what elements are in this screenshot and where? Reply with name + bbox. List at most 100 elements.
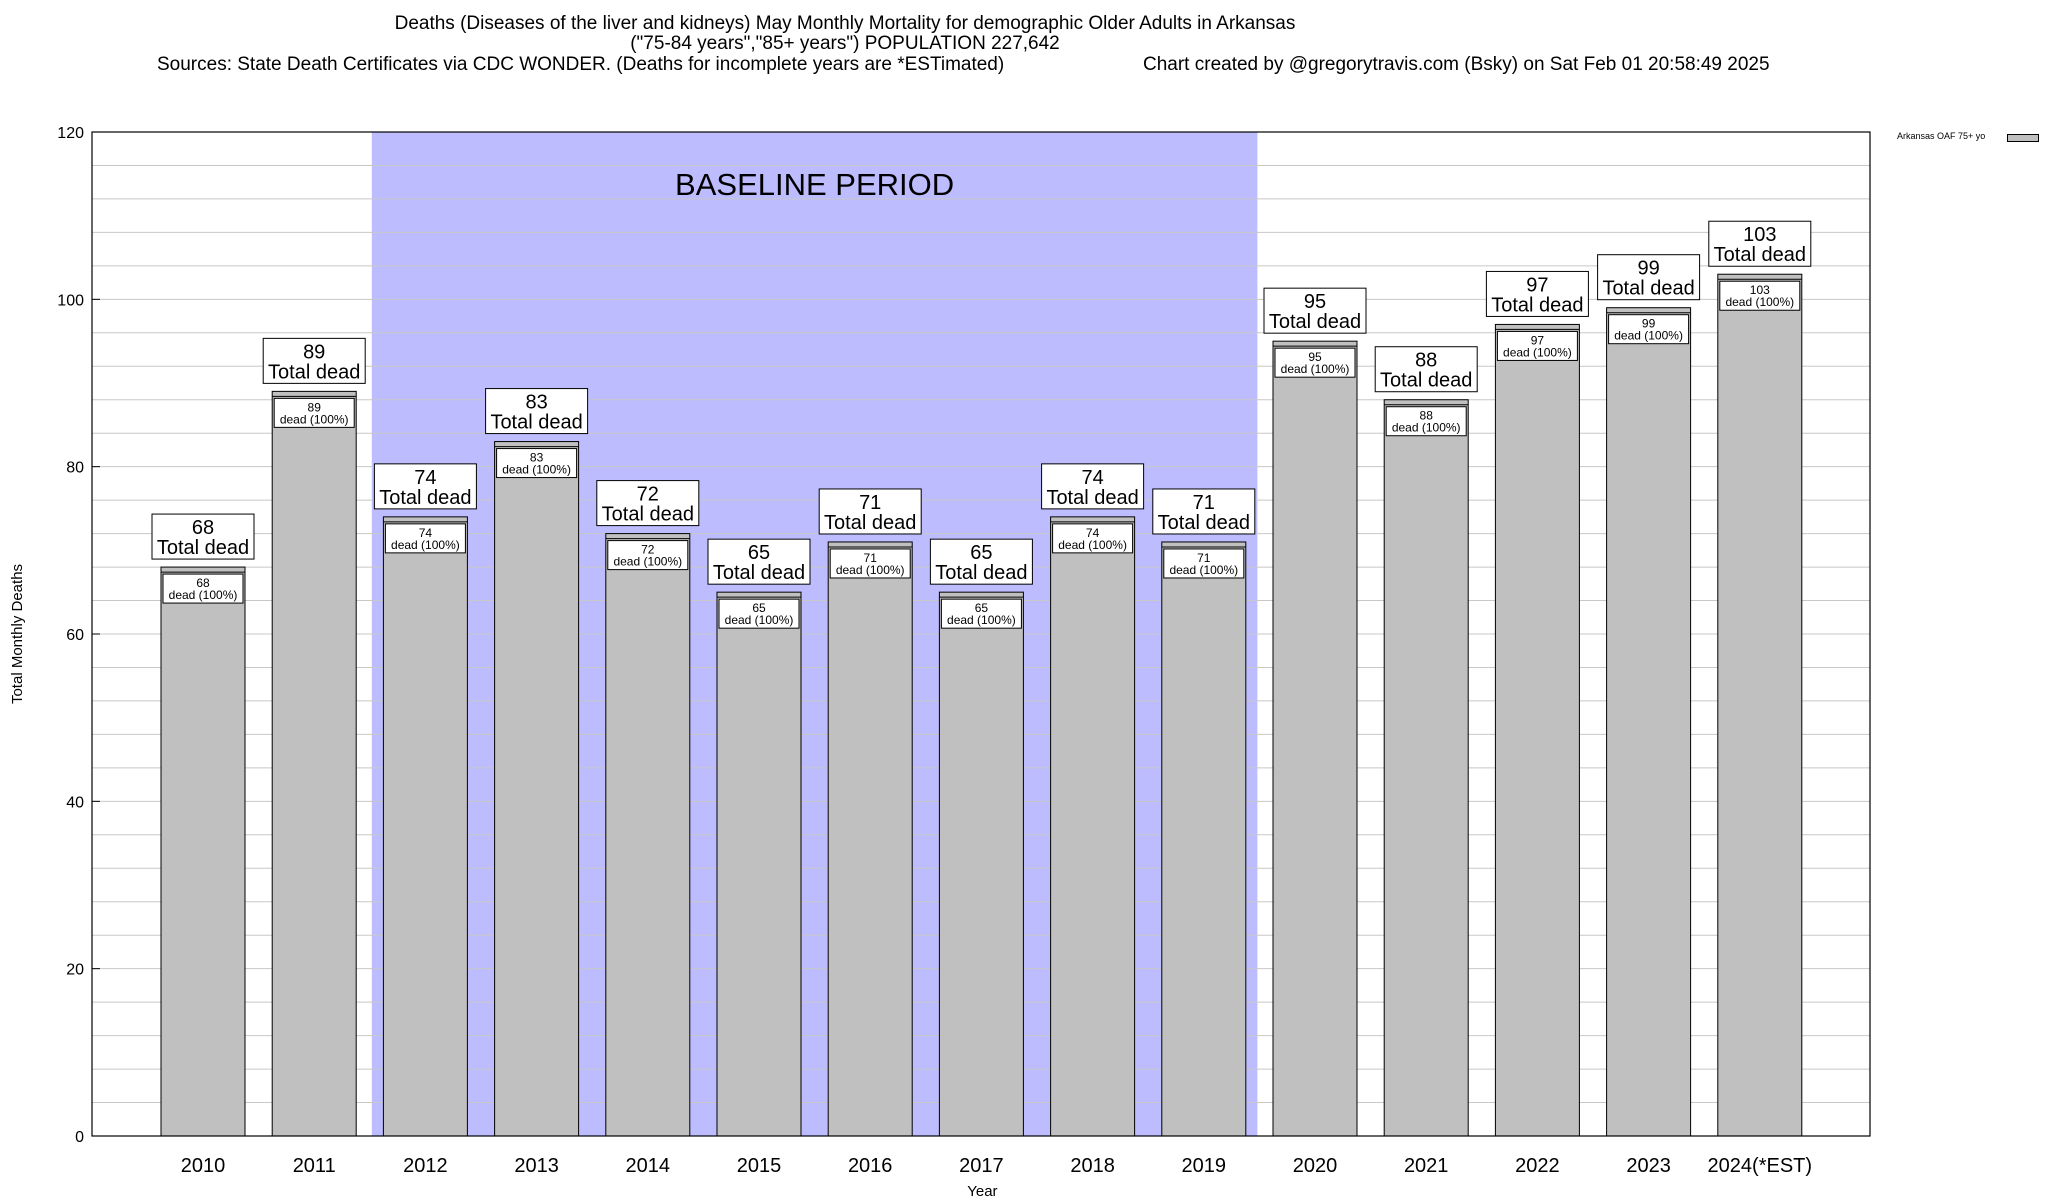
top-label-value: 97 xyxy=(1526,274,1548,296)
top-label-value: 74 xyxy=(1081,467,1103,489)
inner-label-box xyxy=(1719,280,1801,311)
inner-label-box xyxy=(829,548,911,579)
y-tick-label: 0 xyxy=(75,1129,84,1146)
bar xyxy=(1161,541,1247,1137)
top-label-box xyxy=(1041,463,1145,510)
x-tick-label: 2015 xyxy=(737,1155,782,1177)
bar xyxy=(271,390,357,1137)
top-label-text: Total dead xyxy=(1380,370,1472,392)
inner-label-value: 103 xyxy=(1750,283,1770,297)
baseline-label: BASELINE PERIOD xyxy=(675,167,954,202)
x-tick-label: 2012 xyxy=(403,1155,448,1177)
y-tick-label: 20 xyxy=(66,962,84,979)
inner-label-value: 71 xyxy=(864,551,878,565)
chart-subtitle: ("75-84 years","85+ years") POPULATION 2… xyxy=(630,33,1060,54)
x-tick-label: 2014 xyxy=(626,1155,671,1177)
inner-label-box xyxy=(162,573,244,604)
top-label-value: 71 xyxy=(1193,492,1215,514)
inner-label-text: dead (100%) xyxy=(1281,362,1350,376)
chart-source: Sources: State Death Certificates via CD… xyxy=(157,54,1005,75)
inner-label-box xyxy=(718,598,800,629)
inner-label-value: 65 xyxy=(975,601,989,615)
inner-label-text: dead (100%) xyxy=(1169,563,1238,577)
top-label-text: Total dead xyxy=(1158,512,1250,534)
inner-label-value: 97 xyxy=(1531,333,1545,347)
top-label-value: 65 xyxy=(748,542,770,564)
inner-label-text: dead (100%) xyxy=(836,563,905,577)
top-label-text: Total dead xyxy=(713,562,805,584)
y-tick-label: 120 xyxy=(57,125,84,142)
inner-label-value: 71 xyxy=(1197,551,1211,565)
inner-label-value: 83 xyxy=(530,451,544,465)
bar xyxy=(716,591,802,1137)
x-tick-label: 2016 xyxy=(848,1155,893,1177)
bar xyxy=(160,566,246,1137)
top-label-box xyxy=(1597,254,1701,301)
top-label-text: Total dead xyxy=(1491,294,1583,316)
x-tick-label: 2019 xyxy=(1182,1155,1227,1177)
inner-label-value: 89 xyxy=(308,400,322,414)
inner-label-value: 72 xyxy=(641,543,655,557)
inner-label-value: 65 xyxy=(752,601,766,615)
inner-label-value: 74 xyxy=(419,526,433,540)
legend-label: Arkansas OAF 75+ yo xyxy=(1897,131,1986,141)
bar xyxy=(605,533,691,1137)
x-tick-label: 2013 xyxy=(514,1155,559,1177)
x-tick-label: 2022 xyxy=(1515,1155,1560,1177)
inner-label-value: 74 xyxy=(1086,526,1100,540)
x-tick-label: 2023 xyxy=(1626,1155,1671,1177)
inner-label-value: 99 xyxy=(1642,317,1656,331)
inner-label-text: dead (100%) xyxy=(502,463,571,477)
y-tick-label: 80 xyxy=(66,460,84,477)
inner-label-value: 95 xyxy=(1308,350,1322,364)
inner-label-box xyxy=(1052,523,1134,554)
top-label-value: 72 xyxy=(637,484,659,506)
inner-label-box xyxy=(1496,330,1578,361)
top-label-box xyxy=(929,538,1033,585)
top-label-text: Total dead xyxy=(824,512,916,534)
x-tick-label: 2020 xyxy=(1293,1155,1338,1177)
bar xyxy=(1050,516,1136,1137)
bar xyxy=(827,541,913,1137)
x-tick-label: 2010 xyxy=(181,1155,226,1177)
top-label-value: 89 xyxy=(303,341,325,363)
chart-title: Deaths (Diseases of the liver and kidney… xyxy=(394,13,1296,34)
inner-label-box xyxy=(1608,314,1690,345)
inner-label-value: 68 xyxy=(196,576,210,590)
top-label-box xyxy=(818,488,922,535)
inner-label-text: dead (100%) xyxy=(1392,421,1461,435)
inner-label-text: dead (100%) xyxy=(613,555,682,569)
bar xyxy=(1606,307,1692,1137)
top-label-text: Total dead xyxy=(1602,278,1694,300)
inner-label-box xyxy=(1274,347,1356,378)
inner-label-box xyxy=(273,397,355,428)
bar xyxy=(494,441,580,1137)
top-label-value: 99 xyxy=(1637,258,1659,280)
inner-label-text: dead (100%) xyxy=(169,588,238,602)
top-label-box xyxy=(1263,287,1367,334)
legend-swatch xyxy=(2007,134,2039,142)
top-label-text: Total dead xyxy=(1269,311,1361,333)
inner-label-box xyxy=(384,523,466,554)
x-tick-label: 2011 xyxy=(293,1155,336,1177)
bar xyxy=(1717,273,1803,1137)
top-label-text: Total dead xyxy=(935,562,1027,584)
chart-credit: Chart created by @gregorytravis.com (Bsk… xyxy=(1143,54,1770,75)
inner-label-value: 88 xyxy=(1420,409,1434,423)
inner-label-box xyxy=(1385,406,1467,437)
bar xyxy=(938,591,1024,1137)
inner-label-box xyxy=(607,540,689,571)
inner-label-text: dead (100%) xyxy=(1614,329,1683,343)
top-label-box xyxy=(1152,488,1256,535)
bar xyxy=(1272,340,1358,1137)
top-label-box xyxy=(1708,220,1812,267)
inner-label-box xyxy=(1163,548,1245,579)
top-label-text: Total dead xyxy=(602,504,694,526)
inner-label-box xyxy=(940,598,1022,629)
inner-label-text: dead (100%) xyxy=(947,613,1016,627)
top-label-value: 103 xyxy=(1743,224,1776,246)
top-label-text: Total dead xyxy=(1046,487,1138,509)
x-tick-label: 2021 xyxy=(1404,1155,1449,1177)
inner-label-text: dead (100%) xyxy=(1503,345,1572,359)
